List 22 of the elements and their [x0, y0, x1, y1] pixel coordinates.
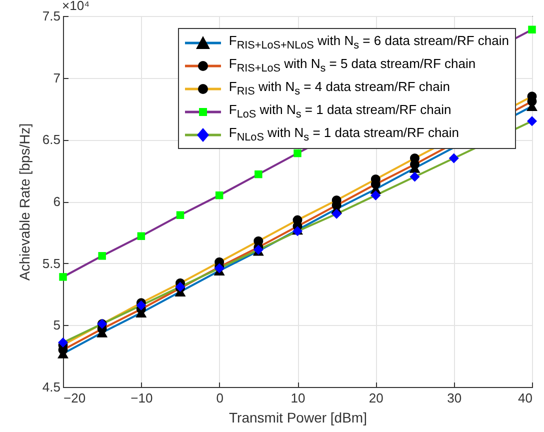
y-tick-label: 7.5	[42, 8, 60, 24]
x-tick-label: 10	[290, 390, 306, 406]
x-tick-label: 20	[368, 390, 384, 406]
legend-label: F$_{LoS}$ with N$_{s}$ = 1 data stream/RF chain	[228, 102, 452, 121]
x-tick-label: −20	[64, 390, 86, 406]
legend-label: F$_{RIS}$ with N$_{s}$ = 4 data stream/RF chain	[228, 79, 450, 98]
y-tick-label: 5	[53, 318, 60, 333]
x-tick-label: 0	[216, 390, 224, 406]
y-tick-label: 7	[53, 70, 60, 86]
y-tick-label: 4.5	[42, 380, 60, 394]
y-tick-label: 6.5	[42, 132, 60, 148]
x-tick-label: −10	[130, 390, 153, 406]
y-tick-label: 5.5	[42, 256, 60, 271]
x-tick-label: 40	[518, 390, 532, 406]
x-axis-title: Transmit Power [dBm]	[229, 410, 367, 426]
legend-label: F$_{RIS+LoS}$ with N$_{s}$ = 5 data stream/RF chain	[228, 56, 476, 75]
x-tick-label: 30	[447, 390, 462, 406]
legend-label: F$_{NLoS}$ with N$_{s}$ = 1 data stream/RF chain	[228, 125, 460, 144]
legend-label: F$_{RIS+LoS+NLoS}$ with N$_{s}$ = 6 data stream/RF chain	[228, 33, 509, 52]
y-axis-title: Achievable Rate [bps/Hz]	[16, 123, 32, 281]
y-tick-label: 6	[53, 194, 60, 209]
text: ×10⁴	[62, 0, 90, 13]
